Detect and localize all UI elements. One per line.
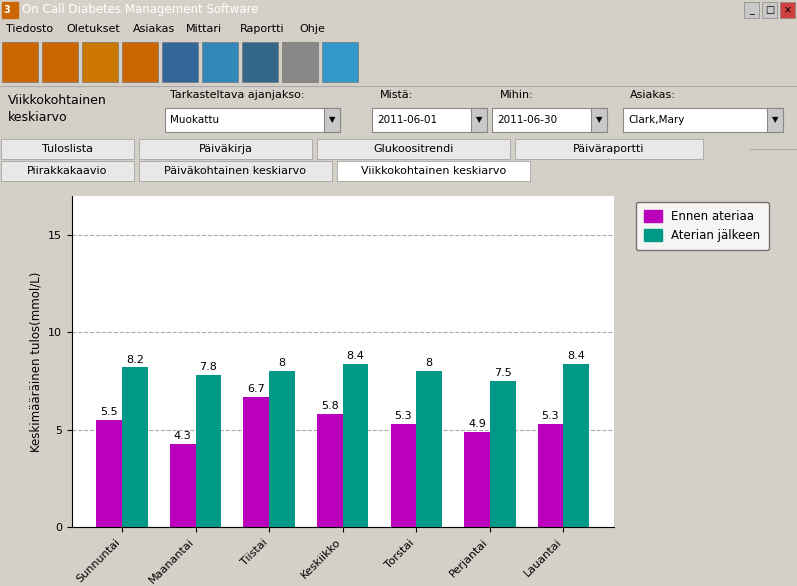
Text: ▼: ▼ [476, 115, 482, 124]
Bar [242, 42, 278, 82]
Bar [591, 108, 607, 132]
Text: 2011-06-01: 2011-06-01 [377, 115, 437, 125]
Text: 4.3: 4.3 [174, 431, 191, 441]
Text: 8: 8 [278, 359, 285, 369]
Text: □: □ [765, 5, 774, 15]
Bar [202, 42, 238, 82]
Text: 3: 3 [3, 5, 10, 15]
Bar [122, 42, 158, 82]
Text: Mittari: Mittari [186, 24, 222, 34]
Text: Asiakas: Asiakas [132, 24, 175, 34]
Bar [82, 42, 118, 82]
Legend: Ennen ateriaa, Aterian jälkeen: Ennen ateriaa, Aterian jälkeen [636, 202, 768, 250]
Text: Päiväraportti: Päiväraportti [573, 144, 645, 154]
Bar [195, 375, 222, 527]
Text: 4.9: 4.9 [468, 419, 486, 429]
Bar [1, 139, 134, 159]
Bar [767, 108, 783, 132]
Text: Clark,Mary: Clark,Mary [628, 115, 685, 125]
Bar [269, 372, 295, 527]
Text: 8: 8 [426, 359, 433, 369]
Text: Piirakkakaavio: Piirakkakaavio [27, 166, 108, 176]
Text: 8.2: 8.2 [126, 355, 144, 364]
Text: 2011-06-30: 2011-06-30 [497, 115, 557, 125]
Text: Raportti: Raportti [240, 24, 284, 34]
Bar [490, 381, 516, 527]
Bar [744, 2, 759, 18]
Text: Mihin:: Mihin: [500, 90, 534, 100]
Bar [416, 372, 442, 527]
Bar [170, 444, 195, 527]
Text: Tiedosto: Tiedosto [6, 24, 53, 34]
Bar [317, 414, 343, 527]
Bar [492, 108, 607, 132]
Bar [165, 108, 340, 132]
Bar [563, 363, 589, 527]
Text: Viikkokohtainen: Viikkokohtainen [8, 94, 107, 107]
Bar [322, 42, 358, 82]
Text: Asiakas:: Asiakas: [630, 90, 676, 100]
Text: ×: × [783, 5, 791, 15]
Text: 8.4: 8.4 [347, 350, 364, 360]
Text: 7.5: 7.5 [494, 368, 512, 378]
Text: 8.4: 8.4 [567, 350, 585, 360]
Text: 5.3: 5.3 [542, 411, 559, 421]
Bar [139, 139, 312, 159]
Bar [515, 139, 703, 159]
Text: Tuloslista: Tuloslista [42, 144, 93, 154]
Text: 5.8: 5.8 [321, 401, 339, 411]
Bar [391, 424, 416, 527]
Text: 7.8: 7.8 [199, 362, 218, 372]
Text: Tarkasteltava ajanjakso:: Tarkasteltava ajanjakso: [170, 90, 304, 100]
Text: 6.7: 6.7 [247, 384, 265, 394]
Bar [2, 2, 18, 18]
Text: Päiväkirja: Päiväkirja [198, 144, 253, 154]
Bar [243, 397, 269, 527]
Text: Mistä:: Mistä: [380, 90, 414, 100]
Bar [337, 161, 530, 181]
Bar [282, 42, 318, 82]
Bar [471, 108, 487, 132]
Bar [96, 420, 122, 527]
Bar [762, 2, 777, 18]
Text: Muokattu: Muokattu [170, 115, 219, 125]
Text: On Call Diabetes Management Software: On Call Diabetes Management Software [22, 4, 258, 16]
Bar [780, 2, 795, 18]
Bar [122, 367, 147, 527]
Bar [42, 42, 78, 82]
Bar [623, 108, 783, 132]
Bar [343, 363, 368, 527]
Text: Viikkokohtainen keskiarvo: Viikkokohtainen keskiarvo [361, 166, 506, 176]
Bar [317, 139, 510, 159]
Text: ▼: ▼ [328, 115, 336, 124]
Text: Päiväkohtainen keskiarvo: Päiväkohtainen keskiarvo [164, 166, 307, 176]
Bar [464, 432, 490, 527]
Text: 5.5: 5.5 [100, 407, 118, 417]
Text: 5.3: 5.3 [395, 411, 412, 421]
Text: Glukoositrendi: Glukoositrendi [373, 144, 453, 154]
Bar [1, 161, 134, 181]
Text: Oletukset: Oletukset [66, 24, 120, 34]
Text: _: _ [749, 5, 754, 15]
Text: keskiarvo: keskiarvo [8, 111, 68, 124]
Bar [139, 161, 332, 181]
Text: ▼: ▼ [771, 115, 778, 124]
Bar [324, 108, 340, 132]
Bar [162, 42, 198, 82]
Bar [372, 108, 487, 132]
Bar [538, 424, 563, 527]
Y-axis label: Keskimääräinen tulos(mmol/L): Keskimääräinen tulos(mmol/L) [29, 271, 42, 452]
Text: Ohje: Ohje [300, 24, 325, 34]
Bar [2, 42, 38, 82]
Text: ▼: ▼ [595, 115, 603, 124]
